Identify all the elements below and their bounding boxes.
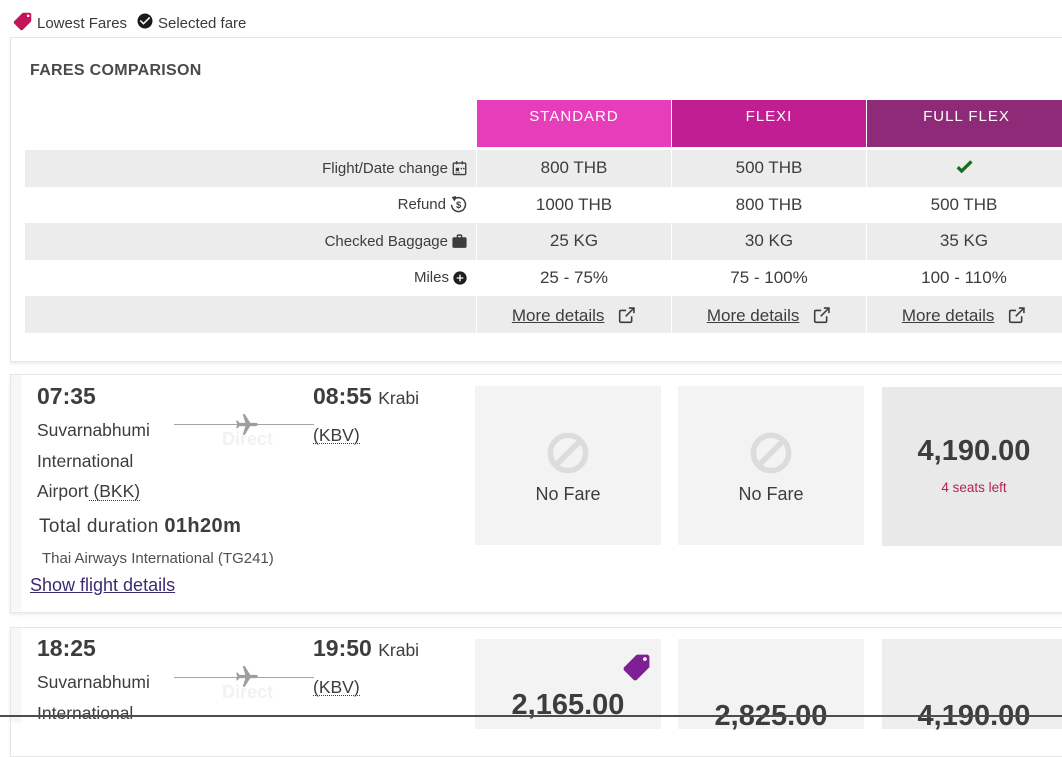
svg-text:$: $ [456,200,462,211]
